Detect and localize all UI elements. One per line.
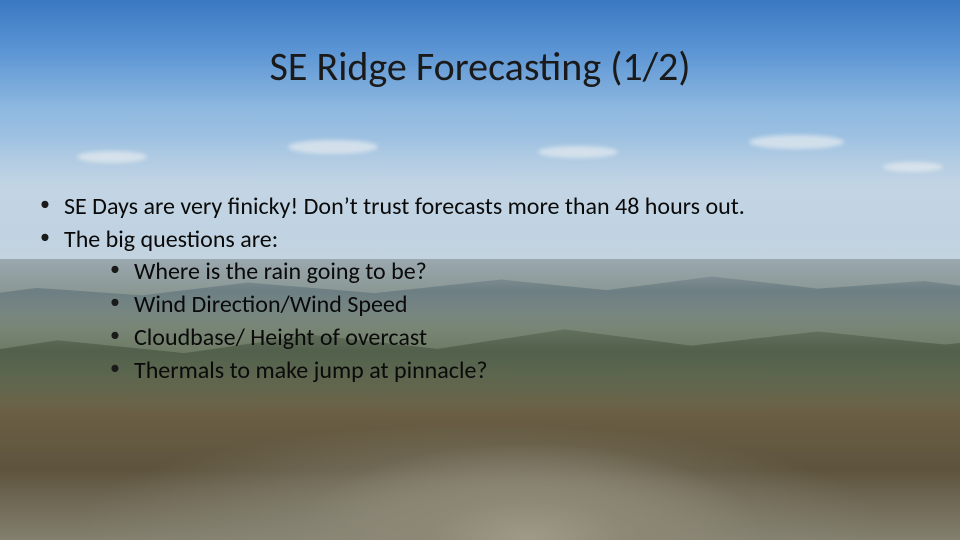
bullet-item: The big questions are: Where is the rain …	[34, 225, 930, 387]
sub-bullet-item: Wind Direction/Wind Speed	[104, 290, 930, 321]
sub-bullet-item: Thermals to make jump at pinnacle?	[104, 356, 930, 387]
bullet-text: SE Days are very finicky! Don’t trust fo…	[64, 192, 745, 221]
bullet-list: SE Days are very finicky! Don’t trust fo…	[34, 192, 930, 386]
slide-body: SE Days are very finicky! Don’t trust fo…	[34, 192, 930, 388]
bullet-item: SE Days are very finicky! Don’t trust fo…	[34, 192, 930, 223]
sub-bullet-list: Where is the rain going to be?Wind Direc…	[64, 257, 930, 386]
bullet-text: The big questions are:	[64, 225, 278, 254]
slide-title: SE Ridge Forecasting (1/2)	[0, 42, 960, 91]
sub-bullet-item: Where is the rain going to be?	[104, 257, 930, 288]
slide-content: SE Ridge Forecasting (1/2) SE Days are v…	[0, 0, 960, 540]
slide: SE Ridge Forecasting (1/2) SE Days are v…	[0, 0, 960, 540]
sub-bullet-item: Cloudbase/ Height of overcast	[104, 323, 930, 354]
